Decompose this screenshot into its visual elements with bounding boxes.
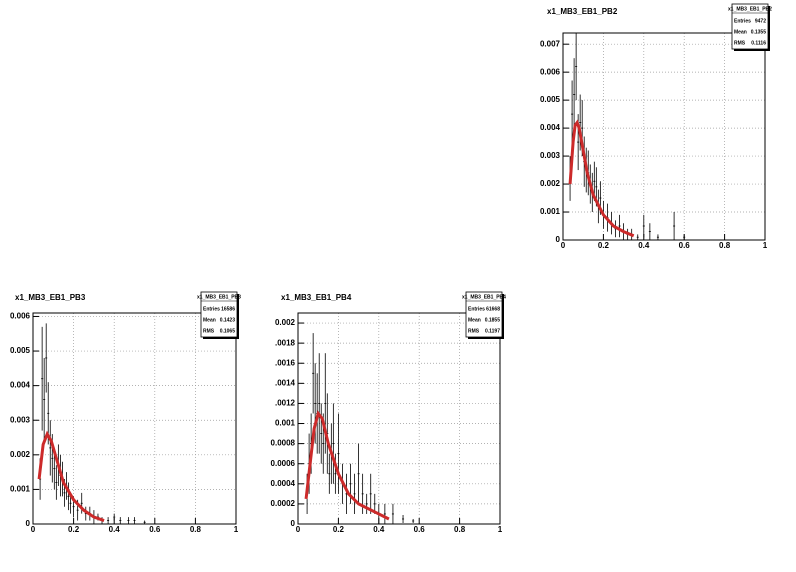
stats-label: RMS bbox=[203, 328, 215, 334]
y-tick-label: 0 bbox=[556, 235, 561, 244]
y-tick-label: .0018 bbox=[275, 338, 296, 347]
stats-value: 0.1116 bbox=[751, 40, 766, 46]
fit-curve bbox=[304, 410, 390, 521]
stats-label: Entries bbox=[468, 306, 485, 312]
y-tick-label: 0.0008 bbox=[271, 439, 296, 448]
histogram-title: x1_MB3_EB1_PB4 bbox=[281, 293, 352, 302]
y-tick-label: 0.007 bbox=[540, 39, 561, 48]
plot-frame bbox=[297, 312, 501, 525]
y-tick-label: 0.004 bbox=[10, 381, 31, 390]
stats-value: 0.1423 bbox=[220, 317, 236, 323]
x-tick-label: 1 bbox=[763, 241, 768, 250]
y-tick-label: 0.001 bbox=[275, 419, 296, 428]
x-tick-label: 0.6 bbox=[679, 241, 691, 250]
histogram-title: x1_MB3_EB1_PB2 bbox=[547, 7, 618, 16]
stats-label: Mean bbox=[734, 29, 747, 35]
x-tick-label: 0.4 bbox=[109, 525, 121, 534]
x-tick-label: 0 bbox=[296, 525, 301, 534]
stats-label: Entries bbox=[203, 306, 220, 312]
plot-frame bbox=[32, 312, 237, 525]
y-tick-label: .0012 bbox=[275, 399, 296, 408]
y-tick-label: 0.0004 bbox=[271, 479, 296, 488]
stats-label: RMS bbox=[734, 40, 746, 46]
stats-box bbox=[200, 291, 238, 338]
plot-frame bbox=[562, 32, 766, 241]
x-tick-label: 0.8 bbox=[190, 525, 202, 534]
stats-label: Entries bbox=[734, 18, 751, 24]
y-tick-label: 0.006 bbox=[10, 312, 31, 321]
stats-value: 0.1065 bbox=[220, 328, 236, 334]
y-tick-label: 0.003 bbox=[10, 415, 31, 424]
y-tick-label: 0.006 bbox=[540, 67, 561, 76]
y-tick-label: 0.0006 bbox=[271, 459, 296, 468]
stats-box bbox=[731, 3, 769, 50]
stats-label: Mean bbox=[203, 317, 216, 323]
fit-curve bbox=[568, 119, 635, 238]
stats-box bbox=[465, 291, 503, 338]
x-tick-label: 0 bbox=[31, 525, 36, 534]
y-tick-label: 0.005 bbox=[540, 95, 561, 104]
y-tick-label: 0 bbox=[26, 519, 31, 528]
y-tick-label: 0.001 bbox=[10, 485, 31, 494]
fit-curve bbox=[37, 430, 105, 522]
y-tick-label: 0 bbox=[291, 519, 296, 528]
y-tick-label: 0.002 bbox=[275, 318, 296, 327]
y-tick-label: 0.002 bbox=[10, 450, 31, 459]
x-tick-label: 0.8 bbox=[454, 525, 466, 534]
stats-value: 16586 bbox=[221, 306, 235, 312]
x-tick-label: 0.2 bbox=[68, 525, 80, 534]
x-tick-label: 0.2 bbox=[598, 241, 610, 250]
stats-value: 0.1855 bbox=[485, 317, 501, 323]
stats-label: Mean bbox=[468, 317, 481, 323]
stats-value: 0.1197 bbox=[485, 328, 500, 334]
stats-label: RMS bbox=[468, 328, 480, 334]
y-tick-label: .0014 bbox=[275, 378, 296, 387]
stats-title: x1_MB3_EB1_PB2 bbox=[728, 6, 772, 12]
stats-title: x1_MB3_EB1_PB4 bbox=[462, 294, 506, 300]
y-tick-label: 0.005 bbox=[10, 346, 31, 355]
y-tick-label: .0016 bbox=[275, 358, 296, 367]
x-tick-label: 1 bbox=[234, 525, 239, 534]
x-tick-label: 1 bbox=[498, 525, 503, 534]
histogram-title: x1_MB3_EB1_PB3 bbox=[15, 293, 86, 302]
x-tick-label: 0.6 bbox=[414, 525, 426, 534]
y-tick-label: 0.004 bbox=[540, 123, 561, 132]
x-tick-label: 0.4 bbox=[638, 241, 650, 250]
stats-value: 9472 bbox=[755, 18, 766, 24]
x-tick-label: 0.2 bbox=[333, 525, 345, 534]
y-tick-label: 0.003 bbox=[540, 151, 561, 160]
x-tick-label: 0.6 bbox=[149, 525, 161, 534]
stats-title: x1_MB3_EB1_PB3 bbox=[197, 294, 241, 300]
stats-value: 0.1355 bbox=[751, 29, 767, 35]
x-tick-label: 0.8 bbox=[719, 241, 731, 250]
y-tick-label: 0.002 bbox=[540, 179, 561, 188]
y-tick-label: 0.001 bbox=[540, 207, 561, 216]
x-tick-label: 0.4 bbox=[373, 525, 385, 534]
x-tick-label: 0 bbox=[561, 241, 566, 250]
y-tick-label: 0.0002 bbox=[271, 499, 296, 508]
stats-value: 61668 bbox=[486, 306, 500, 312]
